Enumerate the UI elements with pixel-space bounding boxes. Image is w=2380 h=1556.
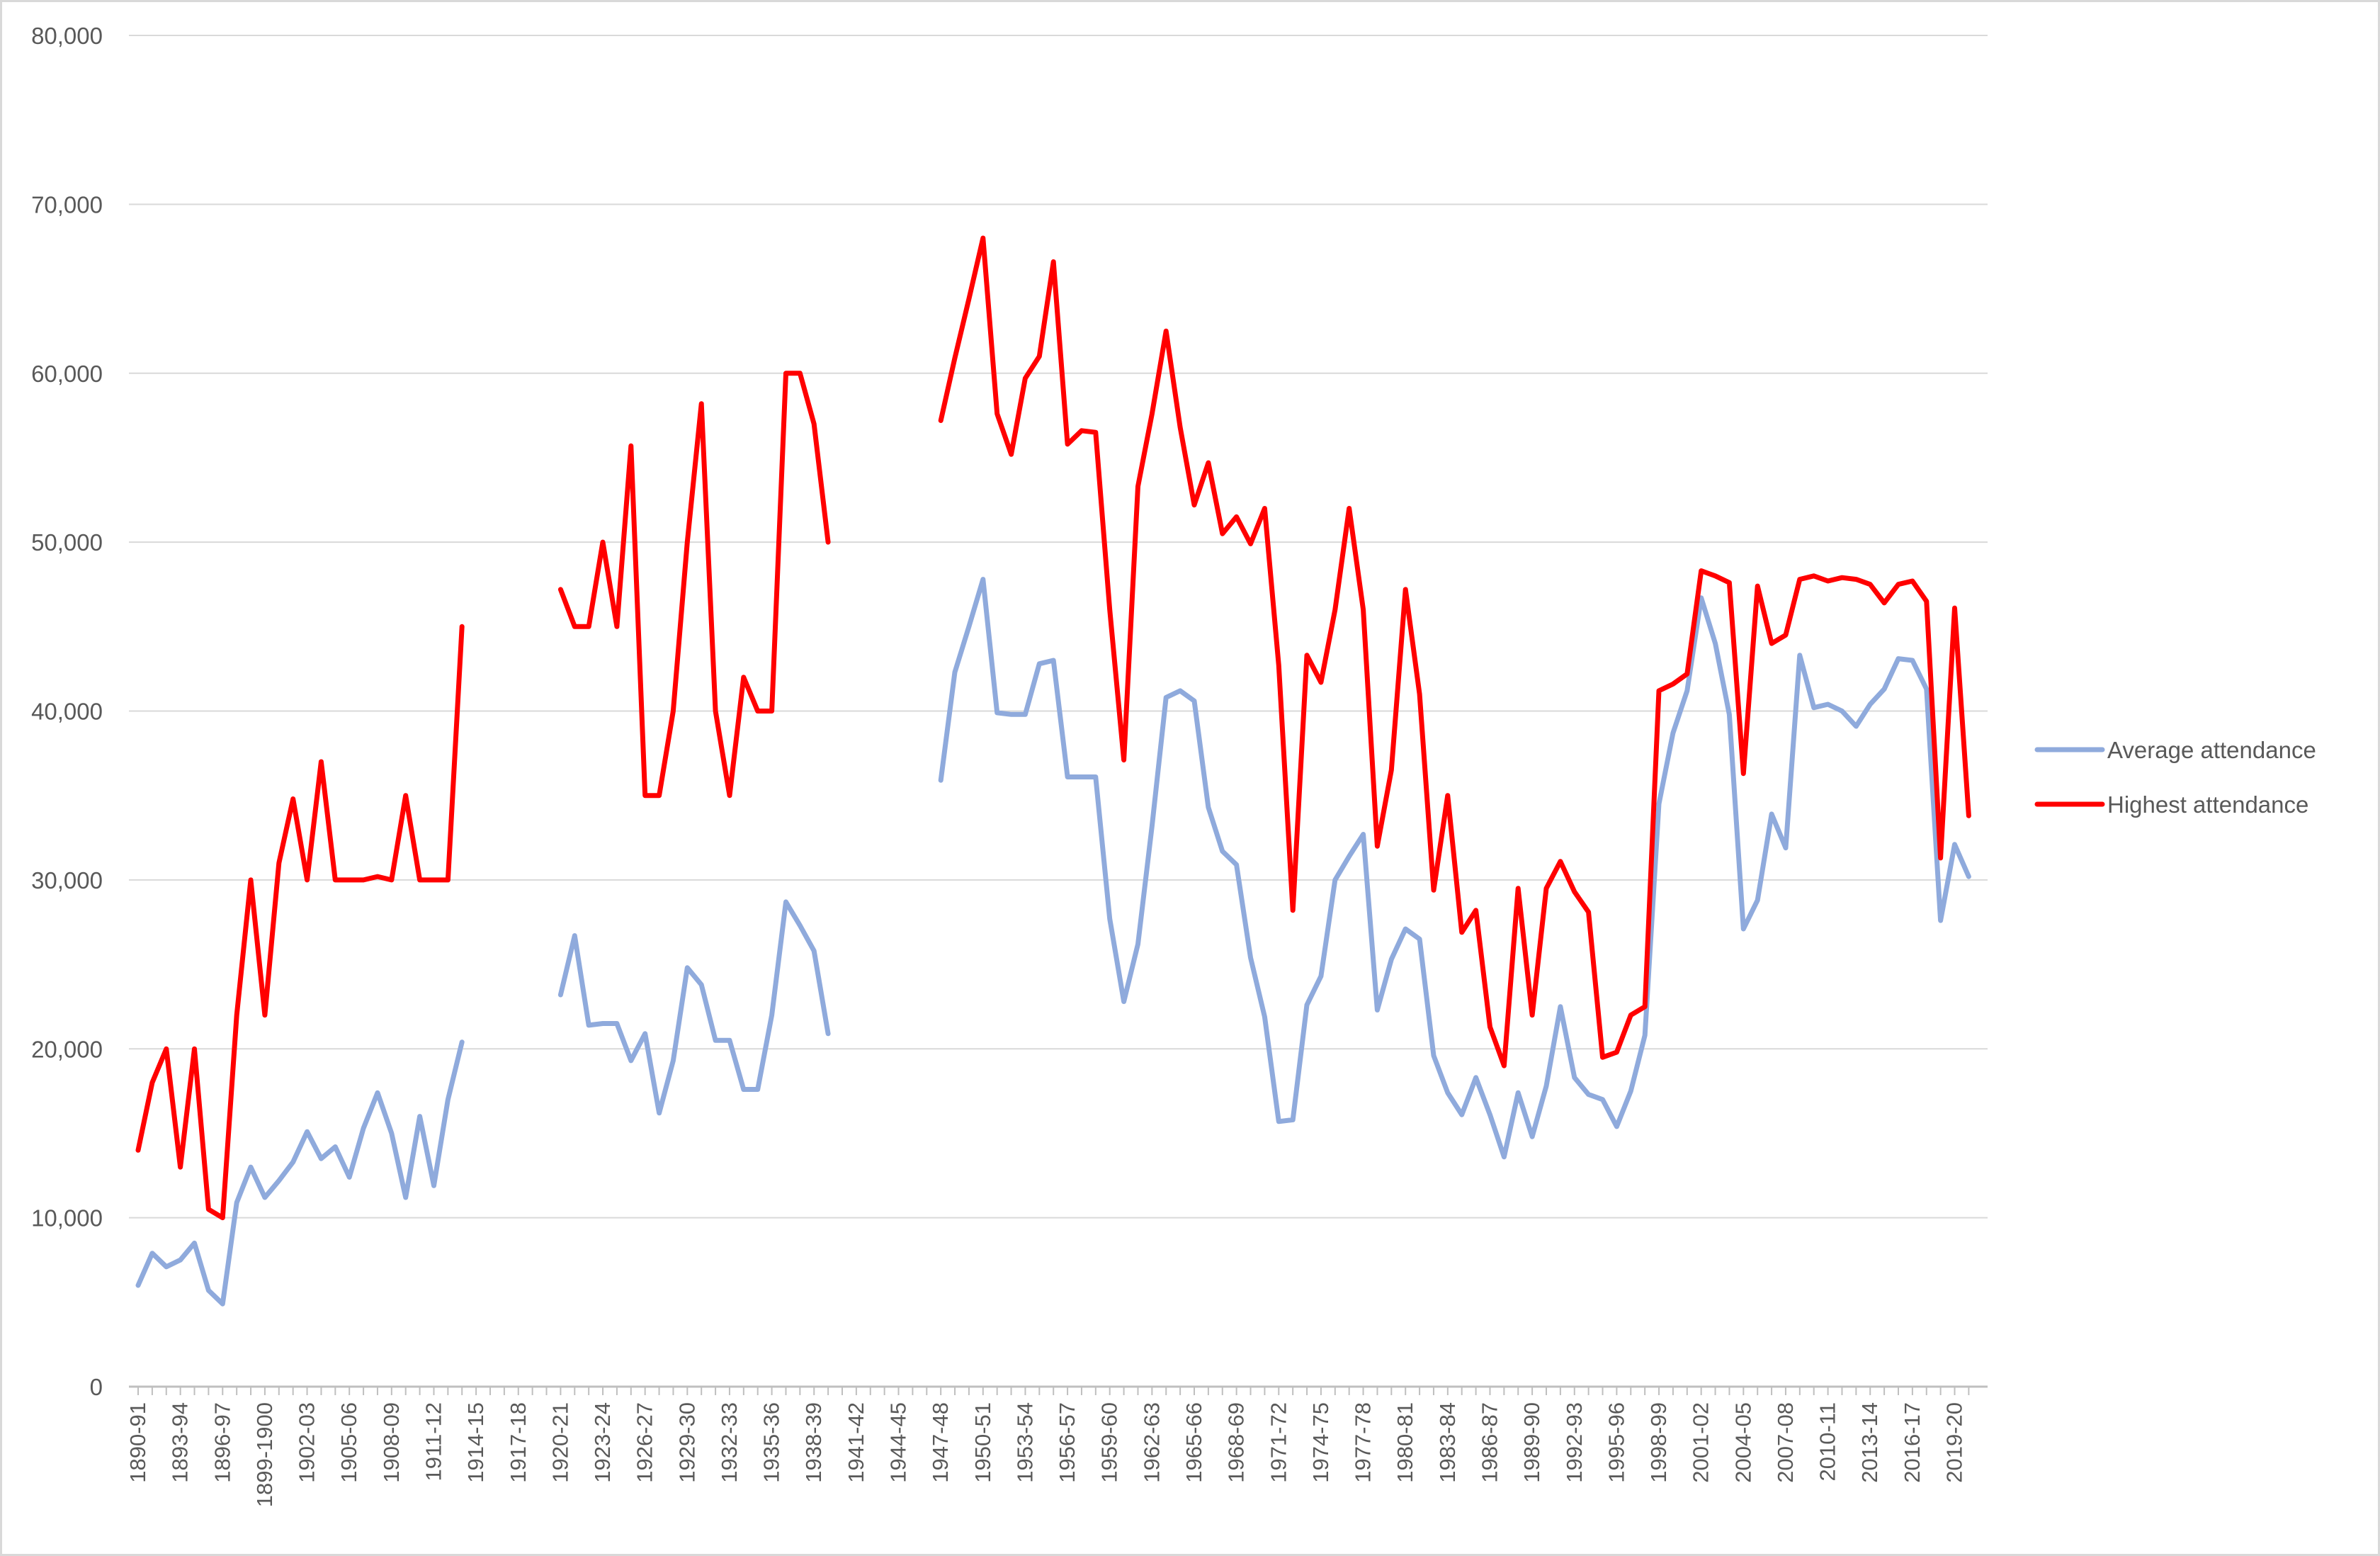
y-axis: 0 10,000 20,000 30,000 40,000 50,000 60,000 70,… <box>31 23 103 1400</box>
x-tick-label: 1986-87 <box>1477 1402 1502 1483</box>
x-tick-label: 1989-90 <box>1519 1402 1544 1483</box>
x-tick-label: 1917-18 <box>506 1402 531 1483</box>
y-tick-label: 30,000 <box>31 867 103 893</box>
x-tick-label: 1926-27 <box>633 1402 657 1483</box>
x-tick-label: 2001-02 <box>1689 1402 1713 1483</box>
x-tick-label: 1947-48 <box>928 1402 953 1483</box>
x-tick-label: 1965-66 <box>1182 1402 1206 1483</box>
y-tick-label: 60,000 <box>31 361 103 387</box>
series-line-highest-attendance <box>135 235 1971 1221</box>
x-tick-label: 1974-75 <box>1308 1402 1333 1483</box>
x-tick-label: 1950-51 <box>970 1402 995 1483</box>
x-tick-label: 1920-21 <box>548 1402 572 1483</box>
y-tick-label: 40,000 <box>31 699 103 725</box>
series-lines <box>135 235 1971 1307</box>
x-tick-label: 1983-84 <box>1435 1402 1460 1483</box>
x-tick-label: 1908-09 <box>379 1402 404 1483</box>
x-tick-label: 1938-39 <box>801 1402 826 1483</box>
x-tick-label: 1992-93 <box>1562 1402 1587 1483</box>
x-axis: 1890-91 1893-94 1896-97 1899-1900 1902-03 190… <box>125 1387 1970 1507</box>
x-tick-label: 1914-15 <box>463 1402 488 1483</box>
x-tick-label: 2010-11 <box>1815 1402 1840 1481</box>
x-tick-label: 2019-20 <box>1942 1402 1967 1483</box>
y-tick-label: 80,000 <box>31 23 103 49</box>
legend: Average attendance Highest attendance <box>2034 737 2316 818</box>
legend-label-average-attendance: Average attendance <box>2107 737 2316 763</box>
x-tick-label: 1953-54 <box>1012 1402 1037 1483</box>
x-tick-label: 1977-78 <box>1351 1402 1376 1483</box>
x-tick-label: 2013-14 <box>1857 1402 1882 1483</box>
x-tick-label: 1962-63 <box>1139 1402 1164 1483</box>
x-tick-label: 2016-17 <box>1900 1402 1925 1483</box>
x-tick-label: 1932-33 <box>717 1402 742 1483</box>
x-tick-label: 1893-94 <box>168 1402 193 1483</box>
y-tick-label: 10,000 <box>31 1205 103 1231</box>
x-tick-label: 1998-99 <box>1646 1402 1671 1483</box>
x-tick-label: 1890-91 <box>125 1402 150 1483</box>
y-tick-label: 20,000 <box>31 1036 103 1062</box>
x-tick-label: 1980-81 <box>1393 1402 1417 1483</box>
x-tick-label: 2007-08 <box>1773 1402 1798 1483</box>
x-tick-label: 1911-12 <box>421 1402 446 1481</box>
x-tick-label: 1899-1900 <box>252 1402 277 1507</box>
y-tick-label: 70,000 <box>31 191 103 218</box>
x-tick-label: 1929-30 <box>674 1402 699 1483</box>
y-tick-label: 0 <box>90 1374 103 1400</box>
y-tick-label: 50,000 <box>31 529 103 556</box>
x-tick-label: 1956-57 <box>1055 1402 1080 1483</box>
gridlines <box>129 35 1988 1388</box>
x-tick-label: 1923-24 <box>590 1402 615 1483</box>
x-tick-label: 1941-42 <box>844 1402 868 1483</box>
x-tick-label: 1935-36 <box>759 1402 784 1483</box>
x-tick-label: 1959-60 <box>1097 1402 1122 1483</box>
x-tick-label: 1896-97 <box>210 1402 234 1483</box>
legend-label-highest-attendance: Highest attendance <box>2107 791 2308 818</box>
x-tick-label: 2004-05 <box>1730 1402 1755 1483</box>
x-tick-label: 1905-06 <box>336 1402 361 1483</box>
x-tick-label: 1902-03 <box>295 1402 319 1483</box>
x-tick-label: 1944-45 <box>886 1402 911 1483</box>
x-tick-label: 1971-72 <box>1266 1402 1291 1483</box>
x-tick-label: 1995-96 <box>1604 1402 1628 1483</box>
series-line-average-attendance <box>135 577 1971 1307</box>
x-tick-label: 1968-69 <box>1224 1402 1249 1483</box>
